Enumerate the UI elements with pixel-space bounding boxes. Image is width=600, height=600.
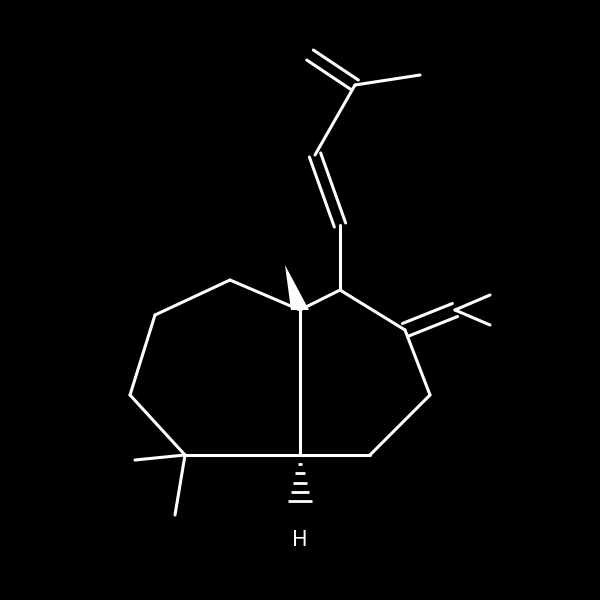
Polygon shape	[285, 265, 309, 310]
Text: H: H	[292, 530, 308, 550]
